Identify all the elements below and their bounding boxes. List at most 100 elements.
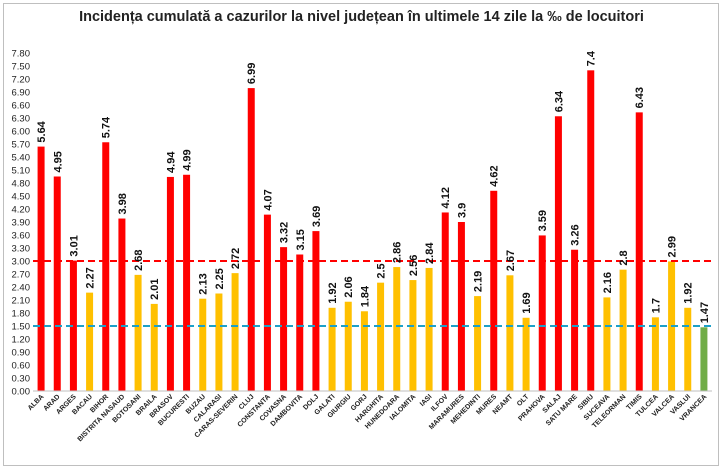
bar xyxy=(166,176,174,391)
bar-value-label: 2.16 xyxy=(602,272,614,293)
bar xyxy=(344,301,352,391)
threshold-lines xyxy=(33,260,712,327)
bar xyxy=(441,212,449,391)
bar xyxy=(102,142,110,391)
bar xyxy=(457,222,465,391)
bar-value-label: 4.62 xyxy=(489,165,501,186)
y-tick-label: 6.60 xyxy=(12,101,31,112)
bar xyxy=(409,280,417,391)
bar xyxy=(587,70,595,391)
chart-title: Incidența cumulată a cazurilor la nivel … xyxy=(79,9,644,25)
bar xyxy=(360,311,368,391)
bar-value-label: 4.94 xyxy=(165,151,177,173)
y-tick-label: 7.20 xyxy=(12,75,31,86)
bar xyxy=(328,307,336,391)
bar-value-label: 2.84 xyxy=(424,242,436,264)
y-tick-label: 6.00 xyxy=(12,127,31,138)
value-labels: 5.64 4.95 3.01 2.27 5.74 3.98 2.68 2.01 4.94 4.99… xyxy=(36,50,711,323)
y-tick-label: 3.30 xyxy=(12,244,31,255)
y-tick-label: 5.70 xyxy=(12,140,31,151)
y-tick-label: 5.10 xyxy=(12,166,31,177)
y-tick-label: 2.10 xyxy=(12,296,31,307)
bar xyxy=(280,247,288,391)
bar xyxy=(312,231,320,391)
bar xyxy=(474,296,482,391)
bars xyxy=(37,70,708,392)
bar xyxy=(183,174,191,391)
bar-value-label: 5.64 xyxy=(36,120,48,142)
bar xyxy=(651,317,659,391)
y-tick-label: 6.30 xyxy=(12,114,31,125)
bar-value-label: 2.8 xyxy=(618,250,630,265)
bar-value-label: 2.27 xyxy=(85,267,97,288)
bar xyxy=(522,317,530,391)
bar-value-label: 6.99 xyxy=(246,63,258,84)
bar-value-label: 1.92 xyxy=(327,282,339,303)
bar-value-label: 2.56 xyxy=(408,255,420,276)
bar xyxy=(684,307,692,391)
y-tick-label: 1.80 xyxy=(12,309,31,320)
y-tick-label: 4.50 xyxy=(12,192,31,203)
y-tick-label: 0.00 xyxy=(12,387,31,398)
y-tick-label: 4.80 xyxy=(12,179,31,190)
bar-value-label: 6.43 xyxy=(634,87,646,108)
bar xyxy=(247,88,255,391)
y-tick-label: 1.20 xyxy=(12,335,31,346)
bar-value-label: 3.9 xyxy=(456,203,468,218)
bar-value-label: 2.06 xyxy=(343,276,355,297)
y-tick-label: 4.20 xyxy=(12,205,31,216)
bar-value-label: 2.99 xyxy=(667,236,679,257)
bar xyxy=(231,273,239,391)
bar-value-label: 3.98 xyxy=(117,193,129,214)
bar xyxy=(393,267,401,391)
bar-value-label: 5.74 xyxy=(101,116,113,138)
y-tick-label: 7.80 xyxy=(12,49,31,60)
bar xyxy=(134,274,142,391)
y-tick-label: 2.40 xyxy=(12,283,31,294)
y-tick-label: 0.30 xyxy=(12,374,31,385)
bar-value-label: 1.84 xyxy=(359,285,371,307)
bar xyxy=(619,269,627,391)
bar xyxy=(37,146,45,391)
y-tick-label: 3.90 xyxy=(12,218,31,229)
bar xyxy=(571,249,579,391)
bar-value-label: 2.01 xyxy=(149,278,161,299)
bar xyxy=(490,190,498,391)
y-tick-label: 3.00 xyxy=(12,257,31,268)
bar-value-label: 6.34 xyxy=(553,90,565,112)
bar xyxy=(538,235,546,391)
bar-value-label: 3.32 xyxy=(279,222,291,243)
bar xyxy=(69,260,77,391)
bar-value-label: 1.69 xyxy=(521,292,533,313)
bar-value-label: 3.15 xyxy=(295,229,307,250)
y-tick-label: 0.60 xyxy=(12,361,31,372)
y-tick-label: 1.50 xyxy=(12,322,31,333)
bar-value-label: 3.59 xyxy=(537,210,549,231)
bar-value-label: 2.68 xyxy=(133,249,145,270)
bar-value-label: 2.13 xyxy=(198,273,210,294)
bar-value-label: 3.26 xyxy=(570,224,582,245)
bar-value-label: 4.95 xyxy=(52,151,64,172)
bar-value-label: 4.07 xyxy=(262,189,274,210)
bar-value-label: 4.12 xyxy=(440,187,452,208)
bar xyxy=(86,292,94,391)
y-tick-label: 3.60 xyxy=(12,231,31,242)
bar-value-label: 1.47 xyxy=(699,302,711,323)
bar xyxy=(554,116,562,392)
bar xyxy=(377,282,385,391)
bar xyxy=(506,275,514,391)
bar xyxy=(53,176,61,391)
bar xyxy=(425,267,433,391)
bar xyxy=(150,303,158,391)
y-tick-label: 7.50 xyxy=(12,62,31,73)
bar xyxy=(199,298,207,391)
bar xyxy=(118,218,126,391)
bar-value-label: 2.67 xyxy=(505,250,517,271)
bar-value-label: 2.72 xyxy=(230,248,242,269)
bar xyxy=(215,293,223,391)
bar xyxy=(635,112,643,391)
bar-value-label: 1.92 xyxy=(683,282,695,303)
y-axis: 0.00 0.30 0.60 0.90 1.20 1.50 1.80 2.10 2.40 2.70… xyxy=(12,49,31,398)
